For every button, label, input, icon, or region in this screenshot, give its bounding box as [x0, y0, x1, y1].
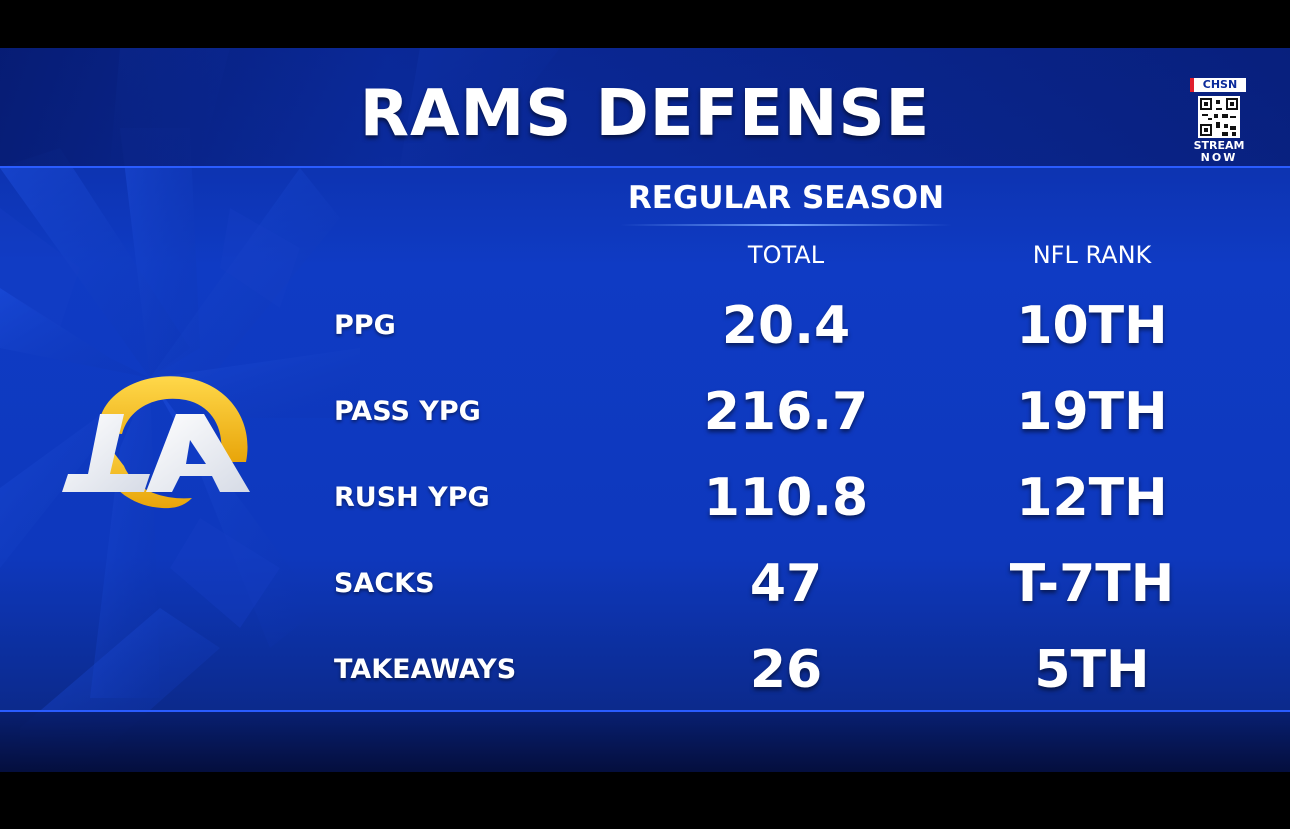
season-subtitle: REGULAR SEASON [627, 180, 945, 216]
network-logo: CHSN [1190, 78, 1246, 92]
row-label-takeaways: TAKEAWAYS [334, 654, 517, 685]
row-total-rush-ypg: 110.8 [703, 468, 869, 528]
stream-badge[interactable]: CHSN [1190, 78, 1248, 166]
header-band [0, 48, 1290, 168]
row-total-pass-ypg: 216.7 [703, 382, 869, 442]
row-rank-sacks: T-7TH [1009, 554, 1175, 614]
row-rank-rush-ypg: 12TH [1016, 468, 1168, 528]
row-label-ppg: PPG [334, 310, 396, 341]
row-label-sacks: SACKS [334, 568, 435, 599]
row-total-ppg: 20.4 [721, 296, 851, 356]
stream-label: STREAM [1193, 139, 1245, 152]
row-rank-takeaways: 5TH [1034, 640, 1150, 700]
row-rank-pass-ypg: 19TH [1016, 382, 1168, 442]
column-header-rank: NFL RANK [1032, 241, 1152, 269]
row-label-rush-ypg: RUSH YPG [334, 482, 490, 513]
row-rank-ppg: 10TH [1016, 296, 1168, 356]
row-total-sacks: 47 [749, 554, 823, 614]
qr-code-icon [1198, 96, 1240, 138]
row-label-pass-ypg: PASS YPG [334, 396, 481, 427]
subtitle-divider [620, 224, 952, 226]
row-total-takeaways: 26 [749, 640, 823, 700]
page-title: RAMS DEFENSE [359, 77, 931, 151]
stats-graphic: RAMS DEFENSE CHSN [0, 48, 1290, 772]
now-label: NOW [1200, 151, 1238, 164]
la-rams-logo [62, 376, 250, 509]
column-header-total: TOTAL [747, 241, 825, 269]
footer-band [0, 710, 1290, 772]
